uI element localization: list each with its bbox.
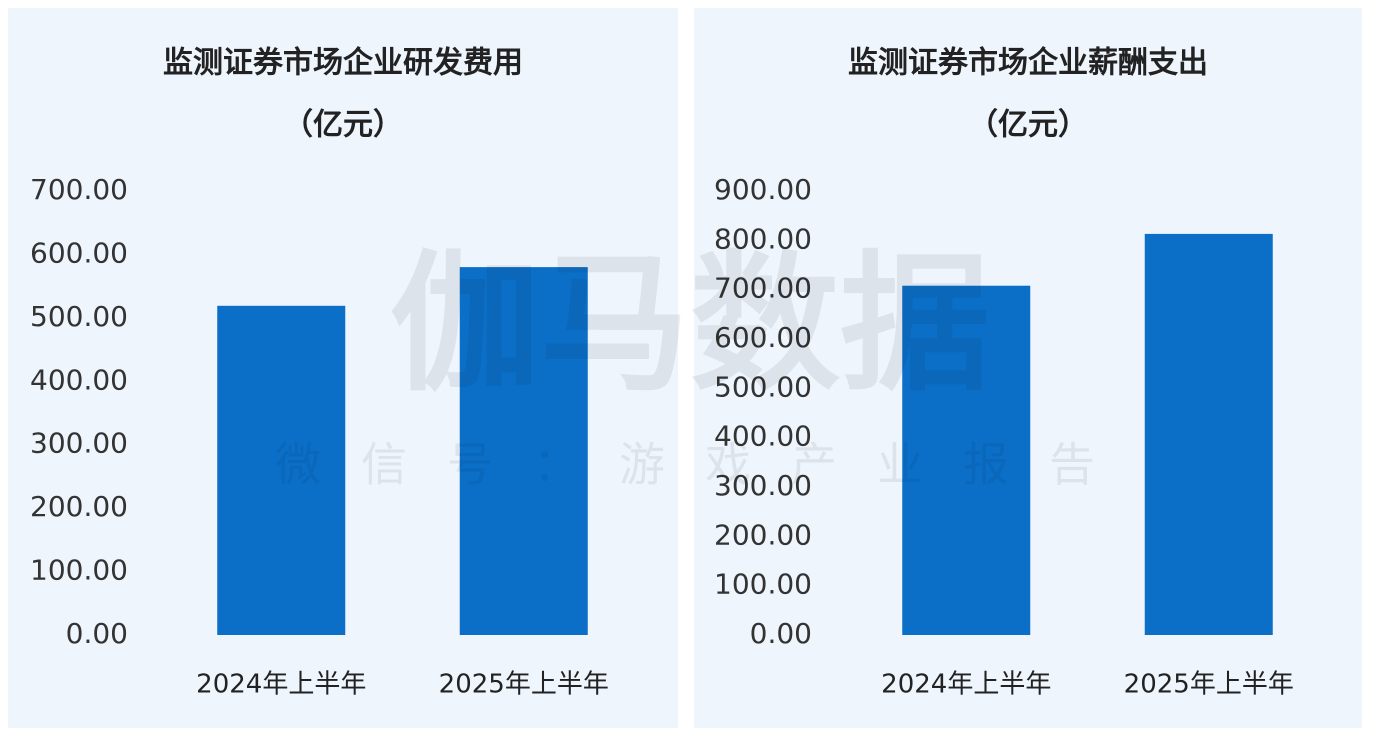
x-tick-label: 2024年上半年 <box>881 670 1051 700</box>
y-tick-label: 700.00 <box>714 272 812 305</box>
y-tick-label: 400.00 <box>30 363 128 396</box>
watermark-title: 伽马数据 <box>390 238 990 412</box>
y-tick-label: 0.00 <box>66 617 128 650</box>
bar <box>902 285 1031 635</box>
x-tick-label: 2025年上半年 <box>1124 670 1294 700</box>
watermark-subtitle: 微信号：游戏产业报告 <box>275 438 1135 492</box>
bar <box>217 305 346 635</box>
y-tick-label: 700.00 <box>30 173 128 206</box>
charts: 监测证券市场企业研发费用 （亿元） 0.00 100.00 200.00 300.00 40… <box>30 46 1294 700</box>
y-tick-label: 400.00 <box>714 420 812 453</box>
y-tick-label: 300.00 <box>30 427 128 460</box>
y-tick-label: 0.00 <box>750 617 812 650</box>
chart-subtitle: （亿元） <box>968 108 1088 143</box>
bar <box>1144 233 1273 636</box>
y-tick-label: 600.00 <box>714 321 812 354</box>
x-tick-label: 2025年上半年 <box>439 670 609 700</box>
chart-title: 监测证券市场企业薪酬支出 <box>848 46 1208 81</box>
y-tick-label: 600.00 <box>30 236 128 269</box>
y-tick-label: 100.00 <box>30 554 128 587</box>
y-tick-label: 800.00 <box>714 222 812 255</box>
bar <box>459 267 588 635</box>
y-tick-label: 100.00 <box>714 568 812 601</box>
chart-subtitle: （亿元） <box>283 108 403 143</box>
y-tick-label: 300.00 <box>714 469 812 502</box>
y-tick-label: 200.00 <box>714 518 812 551</box>
y-tick-label: 500.00 <box>30 300 128 333</box>
x-tick-label: 2024年上半年 <box>196 670 366 700</box>
y-tick-label: 200.00 <box>30 490 128 523</box>
y-tick-label: 900.00 <box>714 173 812 206</box>
chart-title: 监测证券市场企业研发费用 <box>163 46 523 81</box>
y-tick-label: 500.00 <box>714 370 812 403</box>
